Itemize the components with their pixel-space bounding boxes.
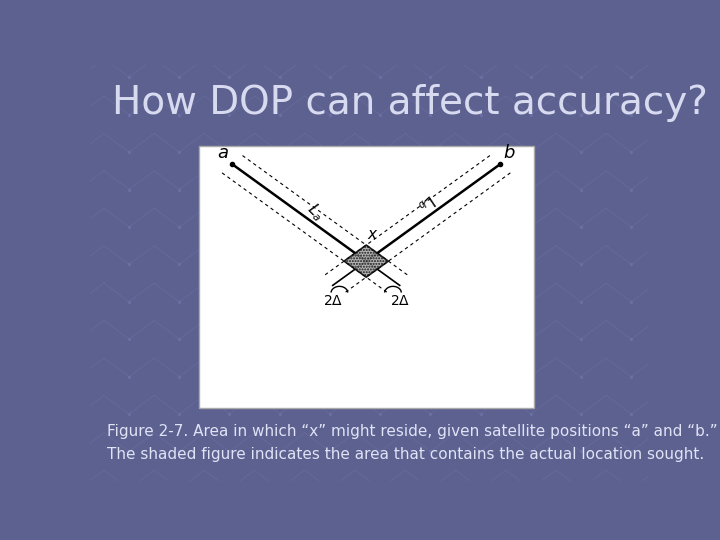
- Text: $b$: $b$: [503, 144, 516, 161]
- Text: $2\Delta$: $2\Delta$: [390, 294, 410, 308]
- Text: $x$: $x$: [367, 227, 379, 241]
- Text: How DOP can affect accuracy?: How DOP can affect accuracy?: [112, 84, 708, 122]
- Text: The shaded figure indicates the area that contains the actual location sought.: The shaded figure indicates the area tha…: [107, 447, 704, 462]
- Polygon shape: [344, 245, 388, 277]
- Text: $2\Delta$: $2\Delta$: [323, 294, 343, 308]
- Text: $a$: $a$: [217, 144, 229, 161]
- Text: $L_a$: $L_a$: [303, 200, 328, 225]
- Text: $L_b$: $L_b$: [414, 190, 439, 215]
- Text: Figure 2-7. Area in which “x” might reside, given satellite positions “a” and “b: Figure 2-7. Area in which “x” might resi…: [107, 424, 717, 440]
- Bar: [199, 146, 534, 408]
